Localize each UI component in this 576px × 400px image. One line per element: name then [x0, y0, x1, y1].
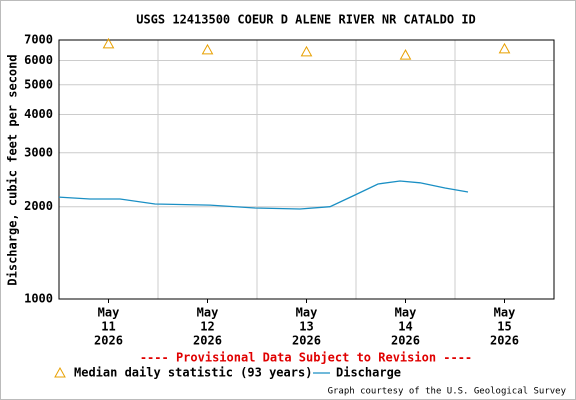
credit: Graph courtesy of the U.S. Geological Su… — [328, 387, 567, 397]
x-tick-label: 2026 — [292, 334, 321, 348]
y-tick-label: 5000 — [24, 77, 53, 91]
x-tick-label: May — [395, 306, 417, 320]
median-marker — [201, 43, 214, 55]
y-tick-label: 2000 — [24, 199, 53, 213]
x-tick-label: May — [197, 306, 219, 320]
x-tick-label: 13 — [299, 320, 313, 334]
x-tick-label: 2026 — [391, 334, 420, 348]
y-tick-label: 7000 — [24, 33, 53, 47]
x-tick-label: 14 — [398, 320, 412, 334]
y-tick-label: 1000 — [24, 292, 53, 306]
median-marker — [300, 45, 313, 57]
median-marker — [399, 49, 412, 60]
legend-label: Median daily statistic (93 years) — [74, 366, 312, 380]
x-tick-label: 2026 — [490, 334, 519, 348]
x-tick-label: 2026 — [94, 334, 123, 348]
x-tick-label: 15 — [497, 320, 511, 334]
x-tick-label: 11 — [101, 320, 115, 334]
y-tick-label: 4000 — [24, 107, 53, 121]
legend-swatch — [54, 366, 66, 378]
x-tick-label: May — [296, 306, 318, 320]
median-marker — [498, 42, 511, 54]
plot-area — [59, 40, 554, 299]
median-marker — [102, 37, 115, 49]
x-tick-label: 2026 — [193, 334, 222, 348]
x-tick-label: 12 — [200, 320, 214, 334]
x-tick-label: May — [98, 306, 120, 320]
y-tick-label: 6000 — [24, 53, 53, 67]
y-tick-label: 3000 — [24, 145, 53, 159]
x-tick-label: May — [494, 306, 516, 320]
plot-border — [58, 39, 555, 300]
y-axis-label: Discharge, cubic feet per second — [6, 54, 20, 285]
chart-title: USGS 12413500 COEUR D ALENE RIVER NR CAT… — [136, 13, 476, 27]
legend-label: Discharge — [336, 366, 401, 380]
discharge-line — [58, 180, 469, 210]
annotation: ---- Provisional Data Subject to Revisio… — [140, 351, 472, 365]
